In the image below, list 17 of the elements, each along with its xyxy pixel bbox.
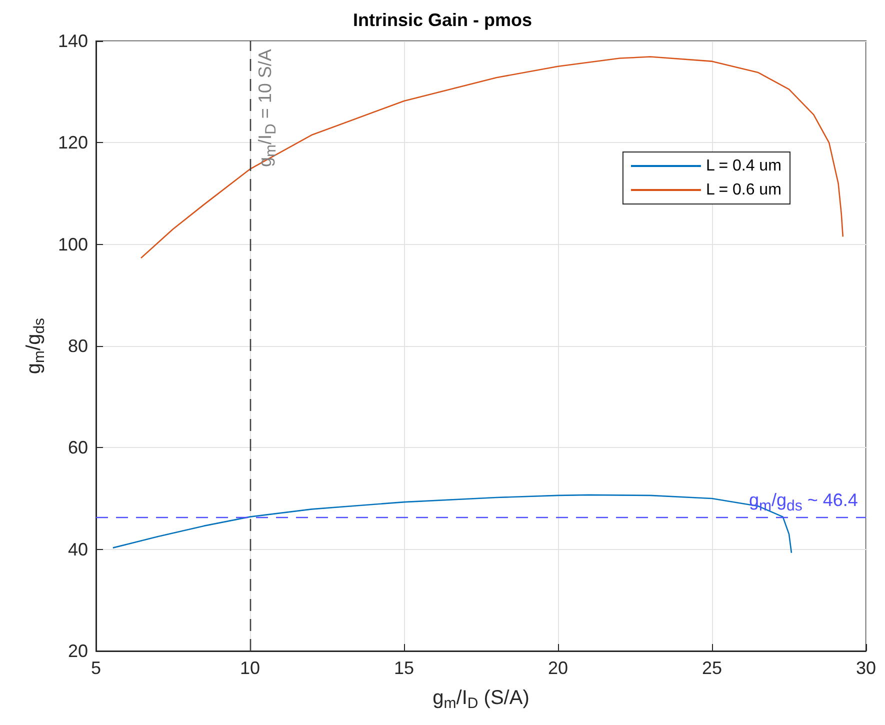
- y-tick-label: 140: [58, 31, 88, 51]
- x-tick-label: 30: [856, 658, 876, 678]
- legend-label: L = 0.4 um: [706, 158, 782, 174]
- x-tick-label: 5: [90, 658, 102, 678]
- y-tick-label: 80: [68, 336, 88, 356]
- y-tick-label: 20: [68, 641, 88, 661]
- chart-title: Intrinsic Gain - pmos: [352, 10, 532, 30]
- legend-label: L = 0.6 um: [706, 182, 782, 198]
- y-tick-label: 60: [68, 438, 88, 458]
- x-tick-label: 15: [394, 658, 414, 678]
- x-tick-label: 20: [548, 658, 568, 678]
- y-axis-title: gm/gds: [23, 318, 48, 374]
- y-tick-label: 120: [58, 132, 88, 153]
- y-tick-label: 40: [68, 539, 88, 560]
- x-tick-label: 10: [240, 658, 260, 678]
- x-tick-label: 25: [702, 658, 722, 678]
- y-tick-label: 100: [58, 234, 88, 254]
